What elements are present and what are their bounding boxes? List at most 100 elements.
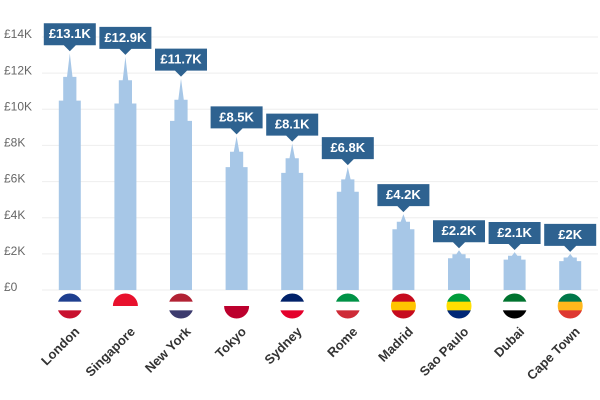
- flag-icon: [222, 291, 252, 321]
- flag-stripes: [501, 293, 528, 319]
- y-tick-label: £10K: [4, 99, 32, 113]
- flag-ring: [277, 291, 307, 321]
- flag-stripes: [446, 293, 472, 319]
- flag-stripes: [279, 293, 306, 319]
- flag-stripe: [168, 293, 194, 303]
- flag-icon: [444, 291, 474, 321]
- flag-stripe: [223, 293, 250, 307]
- value-label-box: [488, 222, 541, 251]
- value-label-box: [377, 184, 430, 213]
- bar: [58, 53, 81, 290]
- bar: [559, 253, 582, 290]
- flag-stripe: [279, 293, 306, 303]
- y-tick-label: £6K: [4, 172, 25, 186]
- flag-stripe: [279, 310, 306, 319]
- flag-icon: [555, 291, 585, 321]
- x-tick-label: Madrid: [375, 324, 416, 365]
- flag-icon: [500, 291, 530, 321]
- flag-stripe: [334, 310, 361, 319]
- flag-stripe: [56, 301, 83, 311]
- flag-ring: [222, 291, 252, 321]
- flag-ring: [166, 291, 196, 321]
- flag-ring: [555, 291, 585, 321]
- flag-stripes: [56, 293, 83, 319]
- flag-stripe: [501, 293, 528, 303]
- value-label-box: [266, 113, 319, 142]
- flag-stripe: [334, 301, 361, 311]
- flag-icon: [166, 291, 196, 321]
- flag-stripe: [112, 306, 139, 319]
- flag-ring: [110, 291, 140, 321]
- y-tick-label: £2K: [4, 244, 25, 258]
- flag-stripe: [334, 293, 361, 303]
- flag-stripe: [56, 310, 83, 319]
- flag-icon: [333, 291, 363, 321]
- bar: [392, 214, 415, 290]
- value-label-box: [210, 106, 263, 135]
- flag-stripe: [446, 293, 472, 303]
- flag-ring: [333, 291, 363, 321]
- flag-icon: [55, 291, 85, 321]
- bar: [448, 250, 470, 290]
- x-tick-label: Rome: [324, 324, 360, 360]
- flag-stripe: [168, 301, 194, 311]
- flag-icon: [388, 291, 418, 321]
- flag-stripes: [334, 293, 361, 319]
- value-label: £6.8K: [330, 140, 365, 155]
- bar: [281, 143, 304, 290]
- value-label-box: [321, 137, 374, 166]
- flag-stripe: [112, 293, 139, 307]
- flag-stripes: [112, 293, 139, 319]
- value-label-box: [433, 220, 485, 249]
- flag-ring: [388, 291, 418, 321]
- flag-stripe: [223, 306, 250, 319]
- y-tick-label: £0: [4, 280, 18, 294]
- value-label-box: [544, 223, 597, 252]
- value-label: £13.1K: [49, 26, 92, 41]
- value-label: £8.1K: [275, 117, 310, 132]
- value-label: £4.2K: [386, 187, 421, 202]
- x-tick-label: New York: [142, 323, 194, 375]
- value-label: £2.1K: [497, 225, 532, 240]
- flag-stripe: [501, 310, 528, 319]
- flag-stripe: [557, 301, 584, 311]
- flag-stripe: [279, 301, 306, 311]
- bar: [225, 136, 248, 290]
- value-label: £12.9K: [104, 30, 147, 45]
- value-label: £2.2K: [442, 223, 477, 238]
- value-label-box: [43, 23, 96, 52]
- bar: [336, 167, 359, 290]
- flag-stripes: [557, 293, 584, 319]
- bar: [503, 252, 526, 290]
- flag-stripe: [390, 301, 417, 311]
- flag-icon: [110, 291, 140, 321]
- bar: [114, 56, 137, 291]
- flag-ring: [500, 291, 530, 321]
- flag-stripe: [557, 293, 584, 303]
- flag-stripe: [446, 310, 472, 319]
- x-tick-label: Cape Town: [524, 324, 583, 383]
- flag-stripe: [390, 293, 417, 303]
- x-tick-label: Sao Paulo: [416, 324, 471, 379]
- y-tick-label: £8K: [4, 136, 25, 150]
- flag-stripe: [168, 310, 194, 319]
- y-tick-label: £12K: [4, 63, 32, 77]
- flag-stripes: [390, 293, 417, 319]
- flag-ring: [55, 291, 85, 321]
- flag-stripes: [168, 293, 194, 319]
- flag-stripe: [390, 310, 417, 319]
- value-label: £2K: [558, 227, 582, 242]
- y-tick-label: £14K: [4, 27, 32, 41]
- flag-ring: [444, 291, 474, 321]
- flag-icon: [277, 291, 307, 321]
- x-tick-label: Sydney: [261, 323, 305, 367]
- value-label-box: [99, 26, 152, 55]
- flag-stripe: [501, 301, 528, 311]
- value-label-box: [155, 48, 207, 77]
- value-label: £8.5K: [219, 109, 254, 124]
- flag-stripe: [446, 301, 472, 311]
- flag-stripe: [56, 293, 83, 303]
- x-tick-label: Tokyo: [212, 324, 249, 361]
- x-tick-label: Singapore: [82, 324, 138, 380]
